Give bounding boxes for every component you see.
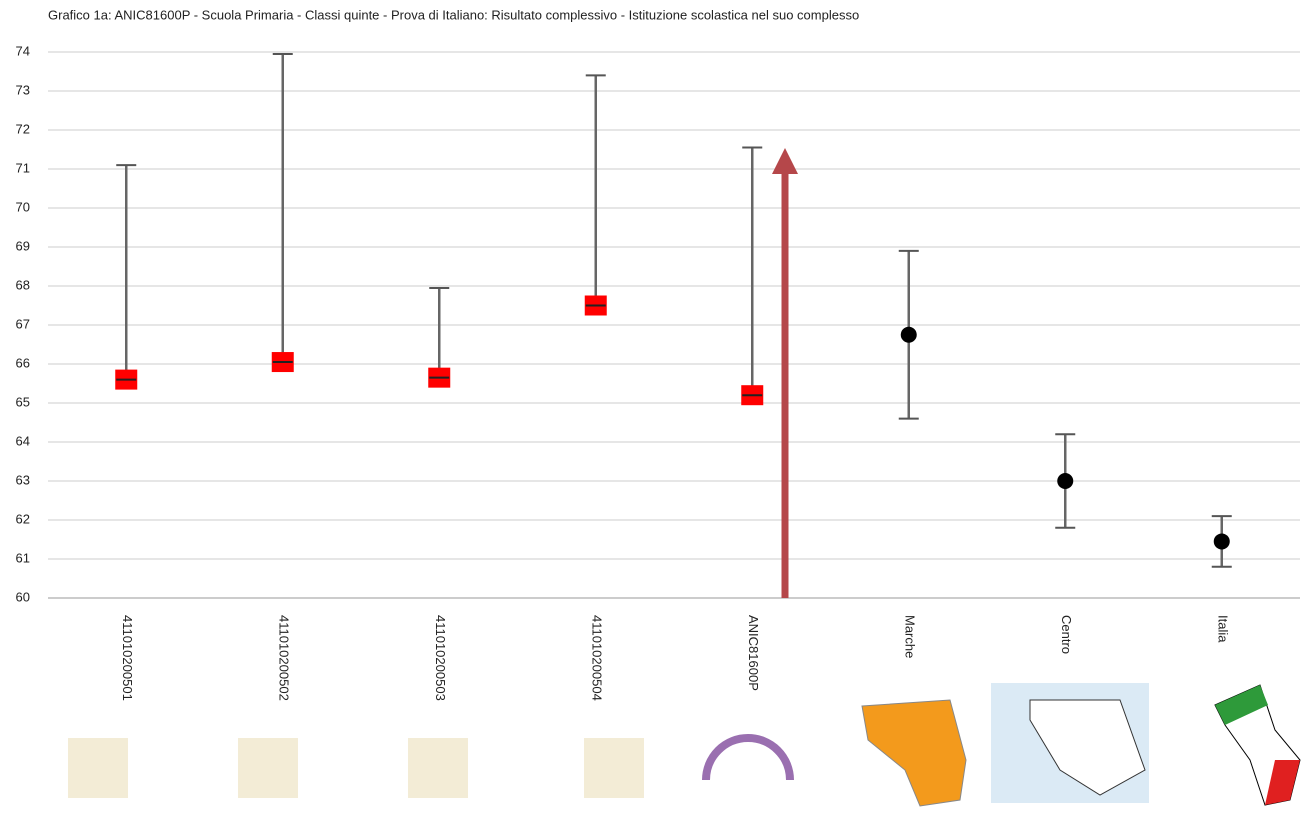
y-tick-label: 63 bbox=[16, 472, 30, 487]
marker bbox=[900, 326, 917, 343]
y-tick-label: 65 bbox=[16, 394, 30, 409]
chart-title: Grafico 1a: ANIC81600P - Scuola Primaria… bbox=[48, 7, 859, 22]
class-icon bbox=[68, 738, 644, 798]
y-tick-label: 69 bbox=[16, 238, 30, 253]
marker bbox=[1213, 533, 1230, 550]
y-tick-label: 70 bbox=[16, 199, 30, 214]
x-tick-label: 411010200501 bbox=[120, 615, 135, 701]
marker bbox=[1057, 473, 1074, 489]
rainbow-icon bbox=[702, 734, 794, 781]
marks bbox=[115, 52, 1232, 568]
x-tick-label: 411010200503 bbox=[433, 615, 448, 701]
y-tick-label: 72 bbox=[16, 121, 30, 136]
centro-shape bbox=[1029, 699, 1146, 796]
x-tick-label: Centro bbox=[1059, 615, 1074, 654]
y-tick-label: 73 bbox=[16, 82, 30, 97]
x-tick-label: ANIC81600P bbox=[746, 615, 761, 691]
y-tick-label: 62 bbox=[16, 511, 30, 526]
y-tick-label: 64 bbox=[16, 433, 30, 448]
y-tick-label: 66 bbox=[16, 355, 30, 370]
y-tick-label: 60 bbox=[16, 589, 30, 604]
x-tick-label: 411010200504 bbox=[589, 615, 604, 701]
x-tick-label: Italia bbox=[1215, 615, 1230, 643]
y-tick-label: 68 bbox=[16, 277, 30, 292]
y-tick-label: 71 bbox=[16, 160, 30, 175]
x-tick-label: 411010200502 bbox=[276, 615, 291, 701]
italia-green bbox=[1215, 685, 1268, 725]
y-tick-label: 61 bbox=[16, 550, 30, 565]
italia-red bbox=[1265, 760, 1300, 805]
marche-map bbox=[861, 699, 967, 807]
y-tick-label: 67 bbox=[16, 316, 30, 331]
grid: 60 61 62 63 64 65 66 67 68 69 70 71 72 73 74 4110102005… bbox=[16, 43, 1300, 701]
arrow-head bbox=[772, 148, 798, 174]
y-tick-label: 74 bbox=[16, 43, 30, 58]
x-tick-label: Marche bbox=[902, 615, 917, 658]
